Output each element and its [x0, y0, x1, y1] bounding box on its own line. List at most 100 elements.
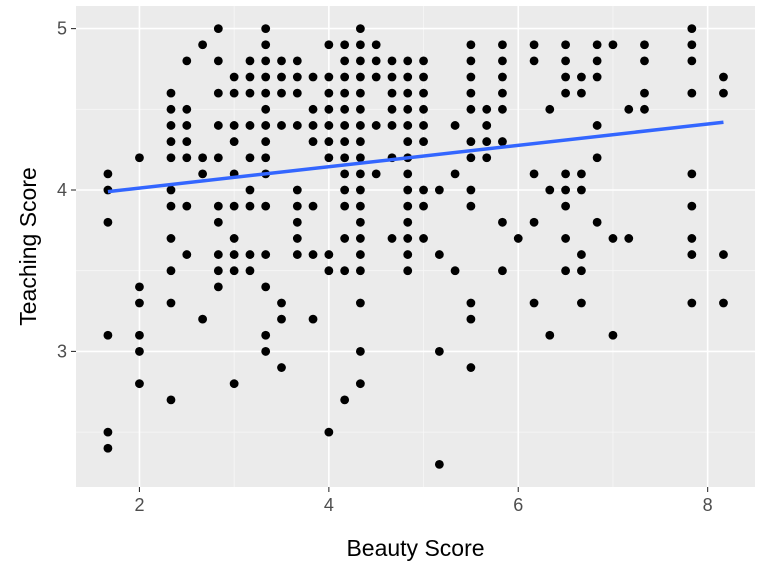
data-point — [498, 56, 507, 66]
data-point — [419, 88, 428, 98]
data-point — [245, 153, 255, 163]
data-point — [482, 104, 492, 114]
data-point — [371, 56, 381, 66]
data-point — [545, 104, 555, 114]
data-point — [592, 121, 602, 130]
data-point — [450, 266, 460, 276]
data-point — [292, 250, 302, 259]
data-point — [355, 72, 365, 82]
data-point — [371, 121, 381, 130]
data-point — [466, 40, 476, 50]
data-point — [608, 330, 618, 340]
data-point — [261, 121, 271, 130]
data-point — [498, 266, 507, 276]
data-point — [403, 266, 413, 276]
data-point — [403, 88, 413, 98]
data-point — [355, 56, 365, 66]
data-point — [434, 347, 444, 356]
data-point — [261, 137, 271, 146]
data-point — [419, 121, 428, 130]
data-point — [719, 298, 728, 308]
data-point — [245, 201, 255, 211]
data-point — [403, 72, 413, 82]
data-point — [292, 185, 302, 195]
data-point — [166, 153, 176, 163]
data-point — [466, 72, 476, 82]
data-point — [292, 234, 302, 243]
data-point — [355, 217, 365, 227]
data-point — [498, 88, 507, 98]
data-point — [340, 169, 350, 179]
data-point — [466, 363, 476, 372]
data-point — [498, 217, 507, 227]
data-point — [355, 88, 365, 98]
data-point — [561, 266, 570, 276]
data-point — [640, 104, 649, 114]
data-point — [355, 121, 365, 130]
data-point — [166, 185, 176, 195]
data-point — [498, 72, 507, 82]
data-point — [719, 88, 728, 98]
data-point — [403, 169, 413, 179]
data-point — [166, 395, 176, 405]
data-point — [403, 201, 413, 211]
data-point — [403, 104, 413, 114]
data-point — [561, 56, 570, 66]
data-point — [166, 137, 176, 146]
data-point — [387, 56, 397, 66]
data-point — [545, 330, 555, 340]
data-point — [387, 104, 397, 114]
plot-panel — [76, 6, 755, 487]
data-point — [340, 104, 350, 114]
data-point — [482, 153, 492, 163]
data-point — [229, 72, 239, 82]
data-point — [419, 234, 428, 243]
data-point — [561, 40, 570, 50]
data-point — [324, 250, 334, 259]
data-point — [261, 104, 271, 114]
data-point — [182, 250, 192, 259]
data-point — [387, 72, 397, 82]
data-point — [498, 40, 507, 50]
data-point — [355, 347, 365, 356]
data-point — [640, 88, 649, 98]
data-point — [135, 282, 144, 292]
data-point — [466, 153, 476, 163]
data-point — [529, 169, 539, 179]
data-point — [419, 137, 428, 146]
data-point — [308, 314, 318, 324]
data-point — [213, 121, 223, 130]
data-point — [624, 234, 634, 243]
data-point — [261, 250, 271, 259]
data-point — [371, 72, 381, 82]
data-point — [466, 56, 476, 66]
data-point — [324, 104, 334, 114]
data-point — [577, 72, 586, 82]
data-point — [577, 298, 586, 308]
data-point — [103, 427, 113, 437]
data-point — [561, 185, 570, 195]
data-point — [182, 104, 192, 114]
x-tick-label: 4 — [324, 495, 334, 515]
data-point — [245, 121, 255, 130]
data-point — [213, 201, 223, 211]
data-point — [261, 347, 271, 356]
data-point — [577, 266, 586, 276]
data-point — [245, 266, 255, 276]
data-point — [229, 88, 239, 98]
data-point — [355, 24, 365, 33]
data-point — [687, 169, 697, 179]
data-point — [387, 234, 397, 243]
data-point — [135, 379, 144, 389]
data-point — [135, 330, 144, 340]
data-point — [261, 88, 271, 98]
data-point — [292, 217, 302, 227]
data-point — [419, 185, 428, 195]
data-point — [261, 40, 271, 50]
data-point — [213, 266, 223, 276]
data-point — [419, 56, 428, 66]
data-point — [592, 72, 602, 82]
data-point — [308, 201, 318, 211]
